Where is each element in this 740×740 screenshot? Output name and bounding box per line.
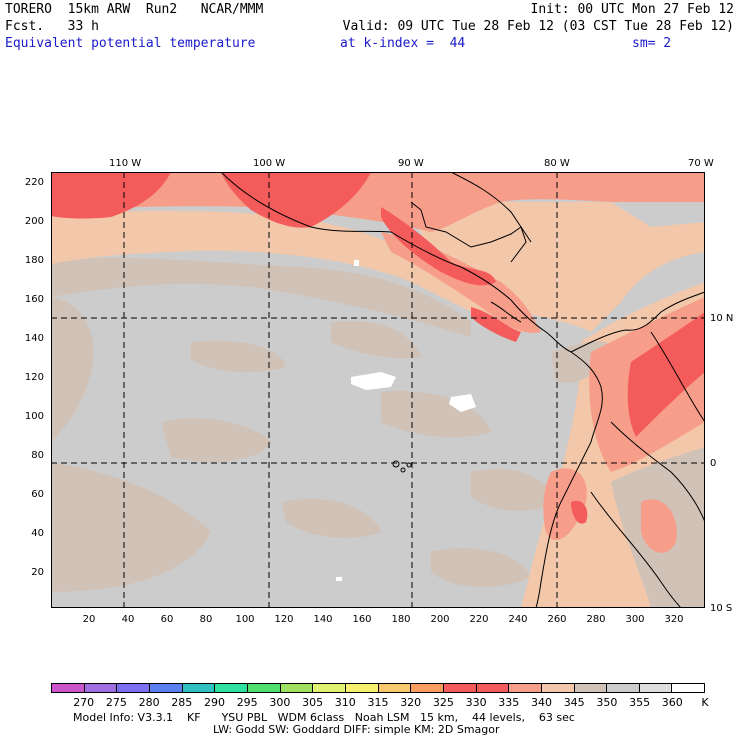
x-tick: 40 [121,614,135,625]
colorbar-label: 290 [204,696,225,709]
fcst-value: 33 h [67,19,99,34]
colorbar-swatch [117,684,150,692]
x-tick: 60 [160,614,174,625]
colorbar-swatch [313,684,346,692]
colorbar-label: 320 [400,696,422,709]
y-tick: 100 [24,411,44,422]
colorbar-swatch [443,684,477,692]
colorbar-label: 335 [498,696,520,709]
red-regions [51,172,705,524]
colorbar-swatch [574,684,608,692]
fcst-label: Fcst. [5,19,45,34]
y-tick: 180 [24,255,44,266]
field-name: Equivalent potential temperature [5,36,256,51]
x-tick: 320 [664,614,684,625]
y-tick: 40 [31,528,44,539]
lat-label: 0 [710,458,717,469]
level-label: at k-index = 44 [340,36,466,51]
white-patches [336,260,476,581]
x-tick: 100 [235,614,255,625]
lon-label: 90 W [398,158,424,169]
lon-label: 80 W [544,158,570,169]
valid-time: Valid: 09 UTC Tue 28 Feb 12 (03 CST Tue … [342,19,734,34]
lon-label: 100 W [253,158,286,169]
x-tick: 120 [274,614,294,625]
colorbar-swatch [607,684,640,692]
y-tick: 120 [24,372,44,383]
y-tick: 20 [31,567,44,578]
lat-label: 10 N [710,313,734,324]
forecast-line: Fcst. 33 h [5,19,99,34]
theta-e-map [51,172,705,608]
x-tick: 260 [547,614,567,625]
x-tick: 240 [508,614,528,625]
colorbar-swatch [182,684,216,692]
colorbar-label: 300 [269,696,291,709]
colorbar-swatch [52,684,85,692]
colorbar-swatch [345,684,379,692]
map-frame [51,172,705,608]
colorbar-label: 350 [596,696,618,709]
colorbar-swatch [672,684,705,692]
x-tick: 80 [199,614,213,625]
colorbar-label: 305 [302,696,324,709]
x-tick: 300 [625,614,645,625]
colorbar-label: 330 [465,696,487,709]
colorbar-swatch [280,684,314,692]
run-label: Run2 [145,2,178,17]
colorbar-label: 295 [236,696,258,709]
model-info-line-2: LW: Godd SW: Goddard DIFF: simple KM: 2D… [213,723,500,736]
header-line-1: TORERO 15km ARW Run2 NCAR/MMM [5,2,263,17]
smooth-label: sm= 2 [632,36,672,51]
colorbar-swatch [411,684,444,692]
y-tick: 80 [31,450,44,461]
colorbar-label: 325 [432,696,454,709]
y-tick: 140 [24,333,44,344]
colorbar-swatch [84,684,118,692]
colorbar-label: 310 [334,696,356,709]
colorbar-label: 360 [661,696,683,709]
colorbar-swatch [476,684,510,692]
colorbar-swatch [509,684,542,692]
colorbar [51,683,705,693]
colorbar-label: 355 [629,696,651,709]
colorbar-label: 280 [138,696,160,709]
init-time: Init: 00 UTC Mon 27 Feb 12 [530,2,735,17]
colorbar-label: 275 [105,696,127,709]
x-tick: 220 [469,614,489,625]
x-tick: 280 [586,614,606,625]
colorbar-unit: K [701,696,709,709]
lon-label: 70 W [688,158,714,169]
model-info-line-1: Model Info: V3.3.1 KF YSU PBL WDM 6class… [73,711,575,724]
colorbar-swatch [149,684,183,692]
y-tick: 160 [24,294,44,305]
y-tick: 60 [31,489,44,500]
colorbar-label: 315 [367,696,389,709]
gridlines [51,172,705,608]
x-tick: 160 [352,614,372,625]
y-tick: 200 [24,216,44,227]
colorbar-label: 285 [171,696,193,709]
colorbar-label: 340 [531,696,552,709]
tan-regions [51,257,556,592]
colorbar-swatch [639,684,673,692]
lat-label: 10 S [710,603,733,614]
org-label: NCAR/MMM [200,2,264,17]
colorbar-swatch [541,684,575,692]
colorbar-swatch [378,684,412,692]
lon-label: 110 W [109,158,142,169]
y-tick: 220 [24,177,44,188]
x-tick: 200 [430,614,450,625]
x-tick: 180 [391,614,411,625]
colorbar-swatch [215,684,248,692]
colorbar-label: 270 [73,696,95,709]
x-tick: 20 [82,614,96,625]
coastlines [220,172,705,608]
model-resolution: 15km ARW [67,2,131,17]
colorbar-label: 345 [563,696,585,709]
model-name: TORERO [5,2,52,17]
x-tick: 140 [313,614,333,625]
colorbar-swatch [247,684,281,692]
